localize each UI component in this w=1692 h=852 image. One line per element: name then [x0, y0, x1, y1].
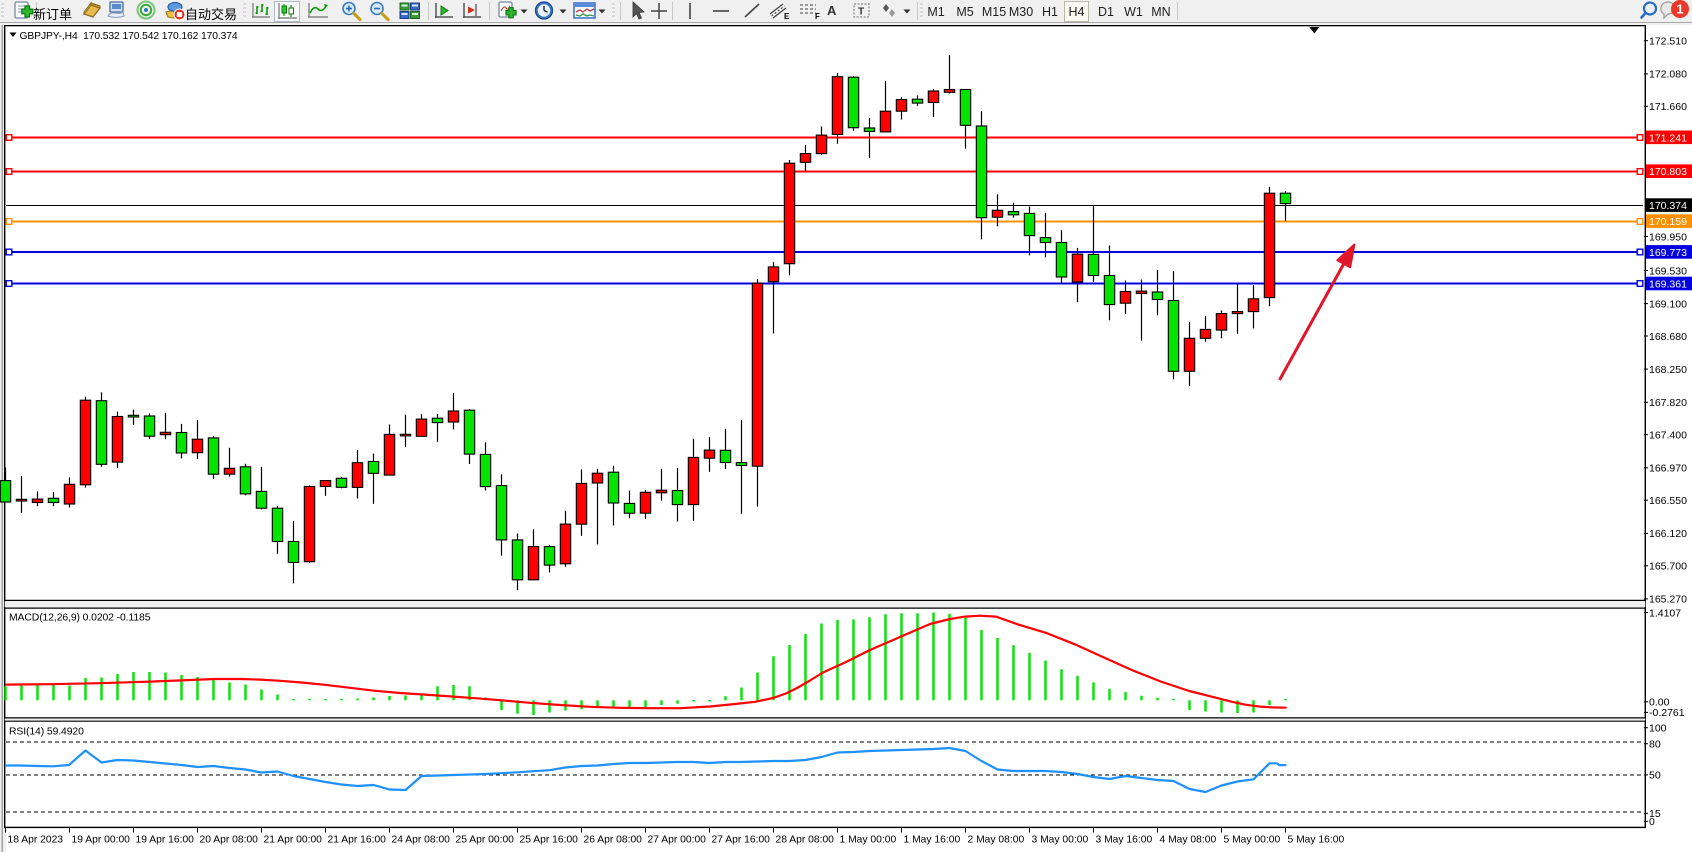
svg-text:2 May 08:00: 2 May 08:00 — [968, 835, 1025, 846]
svg-text:166.970: 166.970 — [1649, 463, 1687, 475]
svg-text:50: 50 — [1649, 770, 1661, 782]
svg-text:25 Apr 16:00: 25 Apr 16:00 — [520, 835, 579, 846]
svg-text:-0.2761: -0.2761 — [1649, 707, 1685, 719]
svg-text:172.510: 172.510 — [1649, 36, 1687, 48]
svg-text:5 May 00:00: 5 May 00:00 — [1224, 835, 1281, 846]
svg-text:T: T — [858, 7, 864, 18]
svg-text:169.361: 169.361 — [1649, 279, 1687, 291]
svg-text:170.159: 170.159 — [1649, 216, 1687, 228]
svg-text:28 Apr 08:00: 28 Apr 08:00 — [776, 835, 835, 846]
svg-text:1.4107: 1.4107 — [1649, 607, 1681, 619]
svg-text:21 Apr 16:00: 21 Apr 16:00 — [328, 835, 387, 846]
svg-text:1: 1 — [1676, 2, 1683, 17]
svg-text:24 Apr 08:00: 24 Apr 08:00 — [392, 835, 451, 846]
svg-text:GBPJPY-,H4 170.532 170.542 17: GBPJPY-,H4 170.532 170.542 170.162 170.3… — [20, 31, 238, 42]
svg-text:4 May 08:00: 4 May 08:00 — [1160, 835, 1217, 846]
svg-text:27 Apr 16:00: 27 Apr 16:00 — [712, 835, 771, 846]
svg-text:168.250: 168.250 — [1649, 364, 1687, 376]
svg-text:100: 100 — [1649, 723, 1667, 735]
svg-text:0.00: 0.00 — [1649, 697, 1670, 709]
svg-text:171.241: 171.241 — [1649, 132, 1687, 144]
svg-text:1 May 16:00: 1 May 16:00 — [904, 835, 961, 846]
svg-text:19 Apr 16:00: 19 Apr 16:00 — [136, 835, 195, 846]
svg-text:167.400: 167.400 — [1649, 430, 1687, 442]
svg-text:15: 15 — [1649, 808, 1661, 820]
svg-text:165.270: 165.270 — [1649, 594, 1687, 606]
svg-text:167.820: 167.820 — [1649, 397, 1687, 409]
svg-text:26 Apr 08:00: 26 Apr 08:00 — [584, 835, 643, 846]
svg-text:3 May 16:00: 3 May 16:00 — [1096, 835, 1153, 846]
svg-text:5 May 16:00: 5 May 16:00 — [1288, 835, 1345, 846]
svg-text:27 Apr 00:00: 27 Apr 00:00 — [648, 835, 707, 846]
svg-text:170.374: 170.374 — [1649, 200, 1687, 212]
svg-text:169.530: 169.530 — [1649, 265, 1687, 277]
svg-text:19 Apr 00:00: 19 Apr 00:00 — [72, 835, 131, 846]
svg-text:166.550: 166.550 — [1649, 495, 1687, 507]
svg-text:25 Apr 00:00: 25 Apr 00:00 — [456, 835, 515, 846]
svg-text:171.660: 171.660 — [1649, 101, 1687, 113]
svg-text:18 Apr 2023: 18 Apr 2023 — [8, 835, 64, 846]
svg-text:F: F — [815, 12, 820, 21]
svg-text:168.680: 168.680 — [1649, 331, 1687, 343]
svg-text:169.100: 169.100 — [1649, 298, 1687, 310]
svg-text:RSI(14) 59.4920: RSI(14) 59.4920 — [9, 727, 84, 738]
svg-text:165.700: 165.700 — [1649, 561, 1687, 573]
svg-text:1 May 00:00: 1 May 00:00 — [840, 835, 897, 846]
svg-text:166.120: 166.120 — [1649, 528, 1687, 540]
svg-text:3 May 00:00: 3 May 00:00 — [1032, 835, 1089, 846]
svg-text:170.803: 170.803 — [1649, 166, 1687, 178]
svg-text:80: 80 — [1649, 739, 1661, 751]
svg-text:169.950: 169.950 — [1649, 231, 1687, 243]
svg-text:MACD(12,26,9) 0.0202 -0.1185: MACD(12,26,9) 0.0202 -0.1185 — [9, 613, 151, 624]
svg-text:20 Apr 08:00: 20 Apr 08:00 — [200, 835, 259, 846]
svg-text:E: E — [784, 12, 790, 21]
svg-text:0: 0 — [1649, 816, 1655, 828]
svg-text:172.080: 172.080 — [1649, 69, 1687, 81]
svg-text:21 Apr 00:00: 21 Apr 00:00 — [264, 835, 323, 846]
svg-text:169.773: 169.773 — [1649, 247, 1687, 259]
